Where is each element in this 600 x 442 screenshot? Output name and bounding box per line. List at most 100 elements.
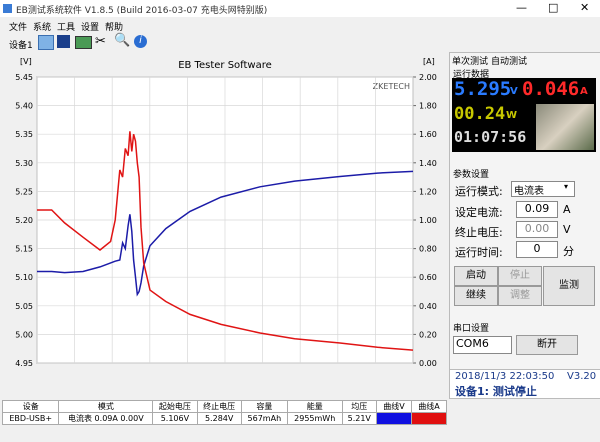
chart: EB Tester Software [V] [A] ZKETECH 4.95 5…: [2, 54, 446, 370]
series-line: [37, 131, 414, 351]
status-box: [449, 369, 600, 399]
port-dropdown[interactable]: COM6: [453, 336, 512, 354]
menu-item[interactable]: 工具: [57, 23, 76, 33]
y2-tick-label: 0.00: [419, 359, 437, 368]
voltage-reading: 5.295: [454, 78, 512, 100]
table-header: 曲线V: [376, 400, 412, 413]
curve-a-color[interactable]: [411, 412, 447, 425]
y-tick-label: 5.05: [15, 302, 33, 311]
status-state: 设备1: 测试停止: [455, 385, 537, 398]
table-cell[interactable]: 5.106V: [152, 412, 198, 425]
current-input[interactable]: 0.09: [516, 201, 558, 218]
group-title: 串口设置: [453, 324, 490, 334]
group-title: 运行数据: [453, 70, 490, 80]
curve-v-color[interactable]: [376, 412, 412, 425]
power-unit: W: [506, 110, 518, 121]
time-input[interactable]: 0: [516, 241, 558, 258]
tab[interactable]: 单次测试: [452, 57, 489, 67]
monitor-button[interactable]: 监测: [543, 266, 595, 306]
param-label: 运行模式:: [455, 185, 503, 198]
series-line: [37, 170, 414, 297]
voltage-input[interactable]: 0.00: [516, 221, 558, 238]
chart-title: EB Tester Software: [178, 60, 272, 71]
y2-axis-label: [A]: [423, 57, 435, 66]
table-header: 均压: [341, 400, 378, 413]
param-unit: A: [563, 203, 571, 216]
tab[interactable]: 自动测试: [491, 57, 528, 67]
menu-item[interactable]: 设置: [81, 23, 100, 33]
menu-item[interactable]: 文件: [9, 23, 28, 33]
y-tick-label: 5.10: [15, 273, 33, 282]
table-cell[interactable]: 电流表 0.09A 0.00V: [58, 412, 154, 425]
power-reading: 00.24: [454, 104, 506, 124]
maximize-button[interactable]: □: [548, 1, 559, 14]
voltage-unit: V: [510, 86, 518, 97]
cat-photo: [536, 104, 594, 150]
table-header: 起始电压: [152, 400, 198, 413]
watermark: ZKETECH: [373, 82, 410, 91]
param-label: 设定电流:: [455, 206, 503, 219]
tools-icon[interactable]: ✂: [95, 34, 106, 49]
table-header: 模式: [58, 400, 154, 413]
param-unit: V: [563, 223, 571, 236]
title-bar: [0, 0, 600, 17]
continue-button[interactable]: 继续: [454, 286, 498, 306]
y-tick-label: 5.20: [15, 216, 33, 225]
y2-tick-label: 1.40: [419, 159, 437, 168]
start-button[interactable]: 启动: [454, 266, 498, 286]
y2-tick-label: 2.00: [419, 73, 437, 82]
table-header: 终止电压: [196, 400, 242, 413]
table-header: 能量: [286, 400, 343, 413]
y-tick-label: 5.00: [15, 330, 33, 339]
y-tick-label: 5.30: [15, 159, 33, 168]
y2-tick-label: 1.20: [419, 187, 437, 196]
table-cell[interactable]: EBD-USB+: [1, 412, 60, 425]
param-label: 终止电压:: [455, 226, 503, 239]
y2-tick-label: 1.00: [419, 216, 437, 225]
time-reading: 01:07:56: [454, 128, 527, 146]
param-label: 运行时间:: [455, 246, 503, 259]
table-header: 设备: [1, 400, 60, 413]
y-tick-label: 4.95: [15, 359, 33, 368]
table-header: 容量: [240, 400, 288, 413]
table-cell[interactable]: 2955mWh: [286, 412, 343, 425]
window-title: EB测试系统软件 V1.8.5 (Build 2016-03-07 充电头网特别…: [16, 6, 268, 16]
menu-item[interactable]: 帮助: [105, 23, 124, 33]
y2-tick-label: 1.80: [419, 102, 437, 111]
current-reading: 0.046: [522, 78, 580, 100]
table-cell[interactable]: 567mAh: [240, 412, 288, 425]
table-cell[interactable]: 5.284V: [196, 412, 242, 425]
close-button[interactable]: ✕: [580, 1, 590, 14]
app-icon: [3, 4, 12, 13]
y2-tick-label: 0.80: [419, 245, 437, 254]
adjust-button[interactable]: 调整: [498, 286, 542, 306]
open-icon[interactable]: [38, 35, 54, 50]
info-icon[interactable]: i: [134, 35, 147, 48]
disconnect-button[interactable]: 断开: [516, 335, 578, 355]
y2-tick-label: 0.60: [419, 273, 437, 282]
minimize-button[interactable]: —: [516, 1, 527, 14]
y-tick-label: 5.40: [15, 102, 33, 111]
y2-tick-label: 0.40: [419, 302, 437, 311]
device-tab[interactable]: 设备1: [9, 41, 33, 51]
search-icon[interactable]: 🔍: [114, 33, 131, 48]
stop-button[interactable]: 停止: [498, 266, 542, 286]
image-icon[interactable]: [75, 36, 92, 49]
y-axis-label: [V]: [20, 57, 32, 66]
y2-tick-label: 0.20: [419, 330, 437, 339]
table-header: 曲线A: [411, 400, 447, 413]
current-unit: A: [580, 86, 588, 97]
y-tick-label: 5.35: [15, 130, 33, 139]
y-tick-label: 5.45: [15, 73, 33, 82]
y2-tick-label: 1.60: [419, 130, 437, 139]
mode-dropdown[interactable]: 电流表: [511, 181, 575, 197]
dropdown-arrow[interactable]: ▾: [564, 182, 569, 191]
result-table: 设备 模式 起始电压 终止电压 容量 能量 均压 曲线V 曲线A EBD-USB+ 电流表 0.0…: [1, 400, 447, 425]
menu-item[interactable]: 系统: [33, 23, 52, 33]
status-datetime: 2018/11/3 22:03:50: [455, 371, 555, 382]
y-tick-label: 5.25: [15, 187, 33, 196]
table-cell[interactable]: 5.21V: [341, 412, 378, 425]
save-icon[interactable]: [57, 35, 70, 48]
group-title: 参数设置: [453, 170, 490, 180]
